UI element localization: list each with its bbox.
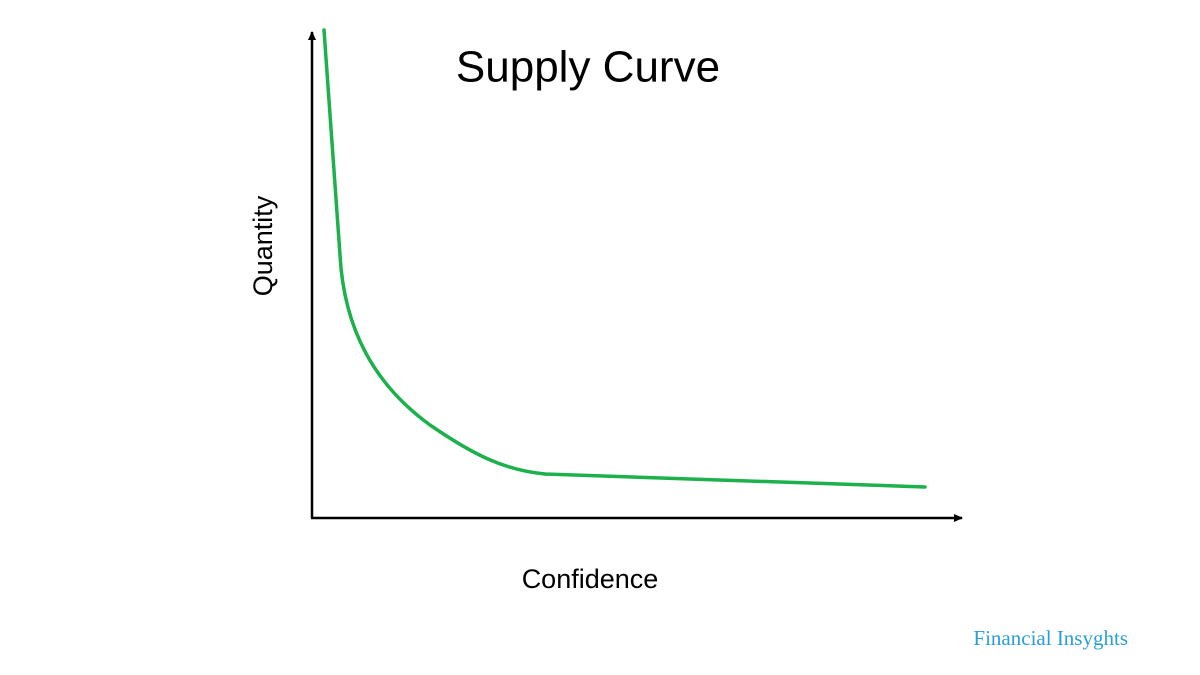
title: Supply Curve xyxy=(456,43,720,92)
x-axis-label: Confidence xyxy=(522,564,659,594)
y-axis-label: Quantity xyxy=(248,195,278,296)
supply-curve xyxy=(322,28,927,489)
watermark: Financial Insyghts xyxy=(973,626,1128,650)
